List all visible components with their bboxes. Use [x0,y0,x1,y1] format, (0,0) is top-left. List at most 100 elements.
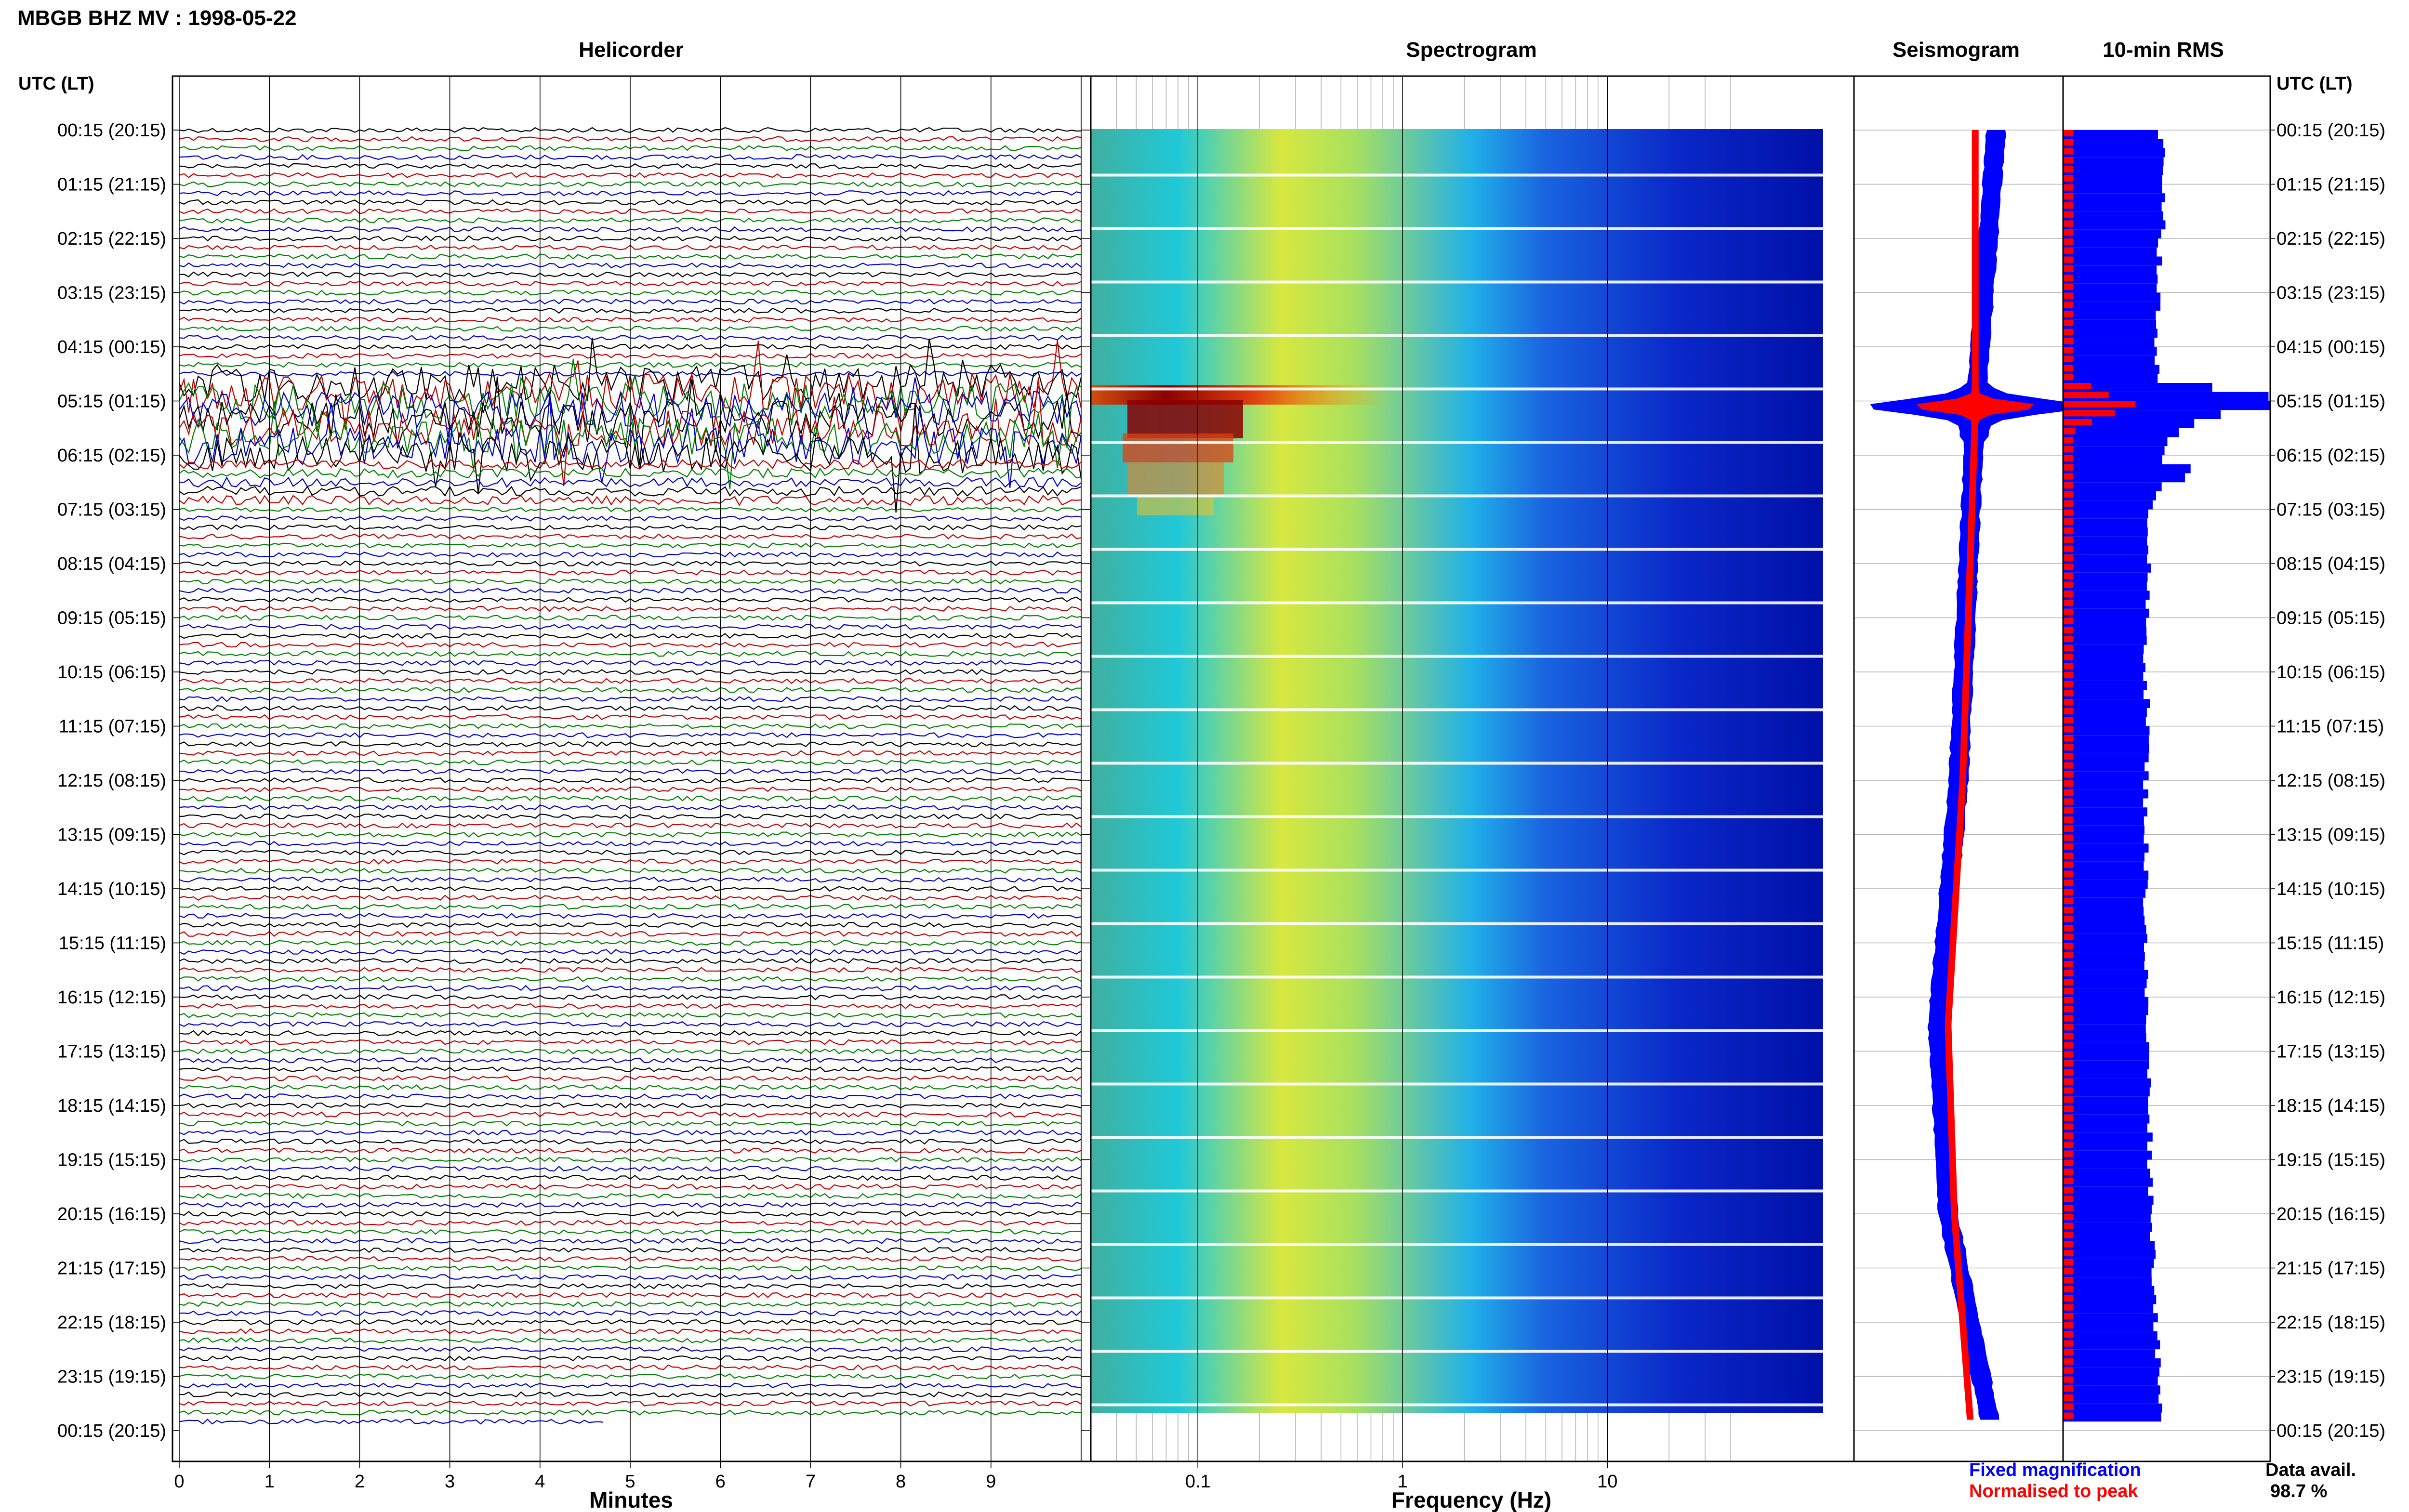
rms-fixed-bar [2063,302,2161,311]
helicorder-x-label: Minutes [589,1487,673,1512]
time-tick-label-right: 10:15 (06:15) [2277,662,2385,683]
rms-fixed-bar [2063,581,2147,591]
rms-normalised-bar [2063,1241,2074,1248]
heli-x-tick-label: 5 [625,1472,635,1492]
time-tick-label-right: 14:15 (10:15) [2277,879,2385,899]
time-ticks-right: 00:15 (20:15) 01:15 (21:15) 02:15 (22:15) 0… [2270,120,2385,1441]
rms-normalised-bar [2063,175,2074,182]
rms-normalised-bar [2063,292,2074,299]
rms-fixed-bar [2063,347,2157,356]
rms-normalised-bar [2063,618,2074,624]
rms-fixed-bar [2063,1123,2147,1133]
time-tick-label-left: 12:15 (08:15) [57,771,166,791]
rms-fixed-bar [2063,319,2157,329]
heli-x-tick-label: 8 [896,1472,906,1492]
rms-fixed-bar [2063,1006,2148,1015]
time-tick-label-left: 19:15 (15:15) [57,1150,166,1170]
rms-normalised-bar [2063,1087,2074,1094]
rms-normalised-bar [2063,771,2074,778]
rms-normalised-bar [2063,527,2074,534]
rms-normalised-bar [2063,202,2074,209]
spectrogram-background [1091,129,1823,1413]
rms-fixed-bar [2063,636,2147,645]
rms-normalised-bar [2063,1403,2074,1410]
rms-fixed-bar [2063,1304,2154,1314]
rms-normalised-bar [2063,1178,2074,1184]
spec-row-gap [1091,494,1823,498]
rms-normalised-bar [2063,355,2074,362]
rms-normalised-bar [2063,1159,2074,1166]
rms-fixed-bar [2063,735,2149,744]
rms-normalised-bar [2063,1367,2074,1374]
spec-row-gap [1091,1403,1823,1407]
rms-normalised-bar [2063,870,2074,877]
rms-normalised-bar [2063,591,2074,597]
rms-fixed-bar [2063,889,2146,898]
rms-normalised-bar [2063,193,2074,200]
rms-normalised-bar [2063,1313,2074,1320]
spec-row-gap [1091,922,1823,925]
rms-normalised-bar [2063,464,2074,471]
rms-fixed-bar [2063,1142,2147,1151]
time-tick-label-left: 01:15 (21:15) [57,175,166,195]
spectrogram-warm-tail-3 [1137,496,1214,515]
rms-fixed-bar [2063,229,2161,238]
chart-title: MBGB BHZ MV : 1998-05-22 [17,6,296,30]
rms-normalised-bar [2063,157,2074,164]
rms-normalised-bar [2063,1132,2074,1139]
spec-row-gap [1091,762,1823,765]
rms-normalised-bar [2063,916,2074,922]
rms-fixed-bar [2063,1268,2152,1277]
time-tick-label-left: 08:15 (04:15) [57,554,166,574]
rms-fixed-bar [2063,861,2144,871]
spec-x-tick-label: 0.1 [1185,1472,1211,1492]
rms-normalised-bar [2063,374,2074,381]
rms-normalised-bar [2063,1286,2074,1293]
rms-normalised-bar [2063,861,2074,868]
spec-row-gap [1091,975,1823,979]
rms-normalised-bar [2063,663,2074,670]
rms-normalised-bar [2063,518,2074,525]
rms-normalised-bar [2063,256,2074,263]
spec-row-gap [1091,1189,1823,1193]
spec-row-gap [1091,548,1823,551]
rms-fixed-bar [2063,961,2144,970]
rms-normalised-bar [2063,572,2074,579]
rms-normalised-bar [2063,925,2074,932]
rms-fixed-bar [2063,419,2195,428]
rms-fixed-bar [2063,464,2191,473]
rms-normalised-bar [2063,509,2074,516]
rms-fixed-bar [2063,798,2144,808]
rms-fixed-bar [2063,139,2164,148]
rms-fixed-bar [2063,1313,2158,1322]
rms-normalised-bar [2063,1322,2074,1329]
rms-normalised-bar [2063,1232,2074,1238]
rms-fixed-bar [2063,428,2179,437]
rms-fixed-bar [2063,518,2147,527]
rms-normalised-bar [2063,1358,2074,1365]
rms-fixed-bar [2063,545,2148,555]
rms-normalised-bar [2063,564,2074,570]
spectrogram-warm-tail-1 [1123,434,1233,462]
rms-normalised-bar [2063,970,2074,976]
time-tick-label-left: 00:15 (20:15) [57,120,166,141]
rms-normalised-bar [2063,500,2074,507]
rms-fixed-bar [2063,1060,2149,1069]
time-tick-label-left: 13:15 (09:15) [57,825,166,845]
spectrogram-hot-core [1127,400,1243,438]
rms-normalised-bar [2063,681,2074,687]
rms-normalised-bar [2063,735,2074,742]
rms-fixed-bar [2063,1196,2154,1205]
rms-normalised-bar [2063,347,2074,354]
rms-fixed-bar [2063,591,2150,600]
rms-normalised-bar [2063,1385,2074,1392]
rms-fixed-bar [2063,618,2146,627]
rms-normalised-bar [2063,1268,2074,1275]
rms-normalised-bar [2063,907,2074,913]
rms-normalised-bar [2063,644,2074,651]
rms-normalised-bar [2063,1223,2074,1229]
rms-fixed-bar [2063,717,2146,726]
data-avail-label: Data avail. [2265,1460,2356,1480]
rms-normalised-bar [2063,446,2074,453]
rms-normalised-bar [2063,401,2136,408]
